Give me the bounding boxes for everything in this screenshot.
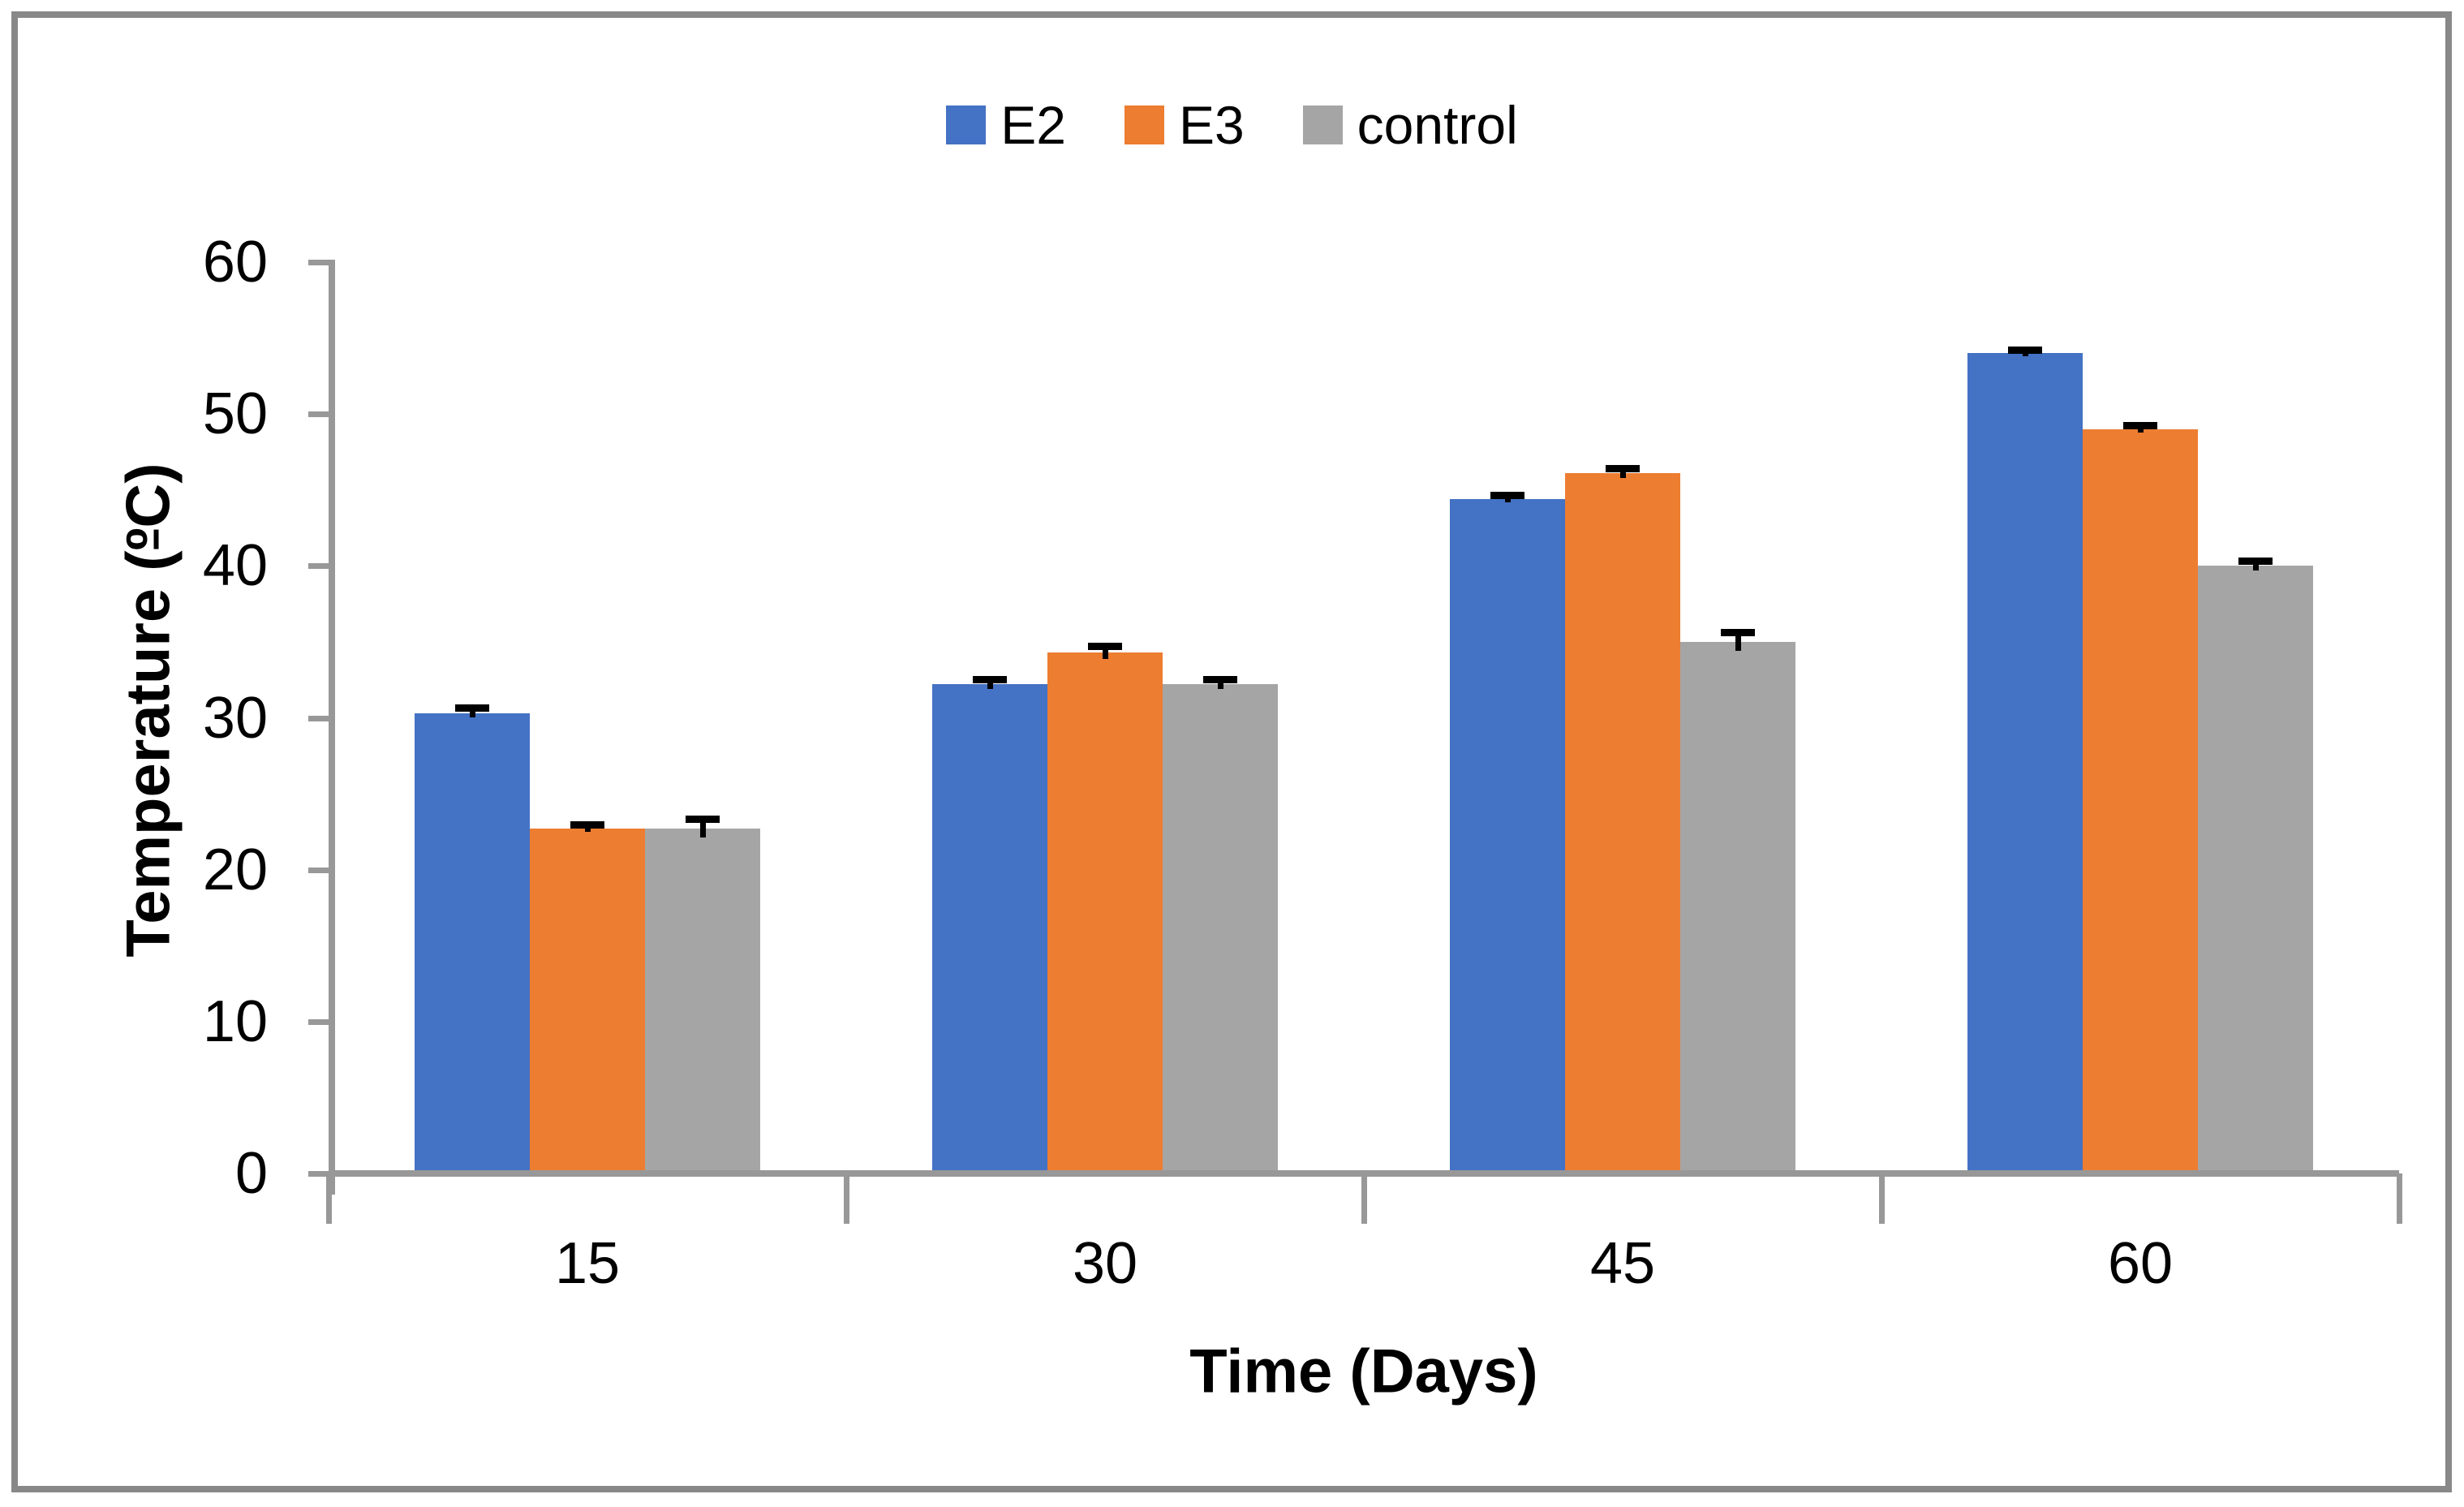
x-tick-mark (2396, 1173, 2402, 1224)
x-category-label: 15 (554, 1231, 621, 1296)
y-tick-mark (308, 563, 329, 570)
y-tick-mark (308, 867, 329, 873)
bar-control-60 (2198, 566, 2313, 1170)
error-bar-stem-e2-15 (469, 708, 475, 718)
error-bar-stem-control-30 (1217, 679, 1223, 689)
y-tick-mark (308, 1171, 329, 1177)
y-tick-mark (308, 411, 329, 418)
x-tick-mark (1361, 1173, 1367, 1224)
bar-e2-60 (1967, 353, 2083, 1170)
x-category-label: 60 (2107, 1231, 2174, 1296)
bar-control-30 (1163, 684, 1278, 1170)
error-bar-cap-e2-45 (1490, 492, 1524, 500)
error-bar-cap-e2-15 (455, 704, 489, 713)
x-tick-mark (325, 1173, 332, 1224)
legend-item-e2: E2 (946, 95, 1066, 155)
legend-swatch-control (1302, 105, 1343, 144)
error-bar-cap-control-15 (686, 815, 720, 823)
legend-item-e3: E3 (1124, 95, 1245, 155)
bar-e3-15 (530, 829, 645, 1170)
error-bar-cap-control-60 (2238, 557, 2273, 565)
y-tick-label: 50 (202, 381, 268, 447)
bar-control-45 (1680, 641, 1795, 1170)
error-bar-cap-e2-60 (2008, 346, 2042, 354)
bar-e2-15 (415, 713, 530, 1170)
legend-label-control: control (1357, 95, 1518, 155)
y-tick-label: 0 (234, 1141, 268, 1206)
bar-e2-30 (932, 684, 1047, 1170)
legend: E2 E3 control (0, 95, 2464, 155)
legend-label-e2: E2 (1000, 95, 1066, 155)
x-axis-line (329, 1170, 2399, 1177)
error-bar-cap-e3-45 (1606, 464, 1640, 472)
y-tick-label: 60 (202, 230, 268, 295)
bar-control-15 (645, 829, 760, 1170)
error-bar-cap-control-30 (1203, 675, 1237, 683)
legend-swatch-e3 (1124, 105, 1164, 144)
error-bar-stem-control-15 (699, 819, 706, 838)
error-bar-stem-e3-30 (1102, 646, 1108, 659)
y-tick-label: 30 (202, 685, 268, 751)
y-tick-label: 20 (202, 837, 268, 902)
x-tick-mark (843, 1173, 849, 1224)
y-axis-line (329, 260, 335, 1195)
error-bar-stem-e3-45 (1619, 468, 1626, 478)
legend-swatch-e2 (946, 105, 987, 144)
error-bar-cap-e3-60 (2123, 422, 2157, 430)
error-bar-cap-e3-30 (1088, 642, 1122, 650)
error-bar-cap-e2-30 (973, 675, 1007, 683)
error-bar-stem-control-45 (1735, 632, 1741, 652)
bar-e2-45 (1450, 498, 1565, 1170)
y-axis-title-unit: C) (114, 463, 183, 528)
error-bar-stem-control-60 (2252, 561, 2259, 571)
error-bar-cap-e3-15 (570, 821, 604, 829)
y-tick-mark (308, 715, 329, 721)
y-tick-mark (308, 1018, 329, 1025)
y-tick-label: 10 (202, 988, 268, 1054)
error-bar-cap-control-45 (1721, 628, 1755, 636)
bar-e3-45 (1565, 473, 1680, 1170)
x-category-label: 45 (1589, 1231, 1656, 1296)
bar-e3-30 (1047, 652, 1163, 1170)
x-category-label: 30 (1072, 1231, 1138, 1296)
chart-border-frame (11, 11, 2452, 1492)
x-tick-mark (1878, 1173, 1885, 1224)
error-bar-stem-e2-30 (987, 679, 993, 689)
legend-label-e3: E3 (1178, 95, 1245, 155)
y-tick-mark (308, 260, 329, 265)
y-tick-label: 40 (202, 533, 268, 599)
legend-item-control: control (1302, 95, 1518, 155)
bar-e3-60 (2083, 428, 2198, 1170)
x-axis-title: Time (Days) (1189, 1337, 1538, 1406)
